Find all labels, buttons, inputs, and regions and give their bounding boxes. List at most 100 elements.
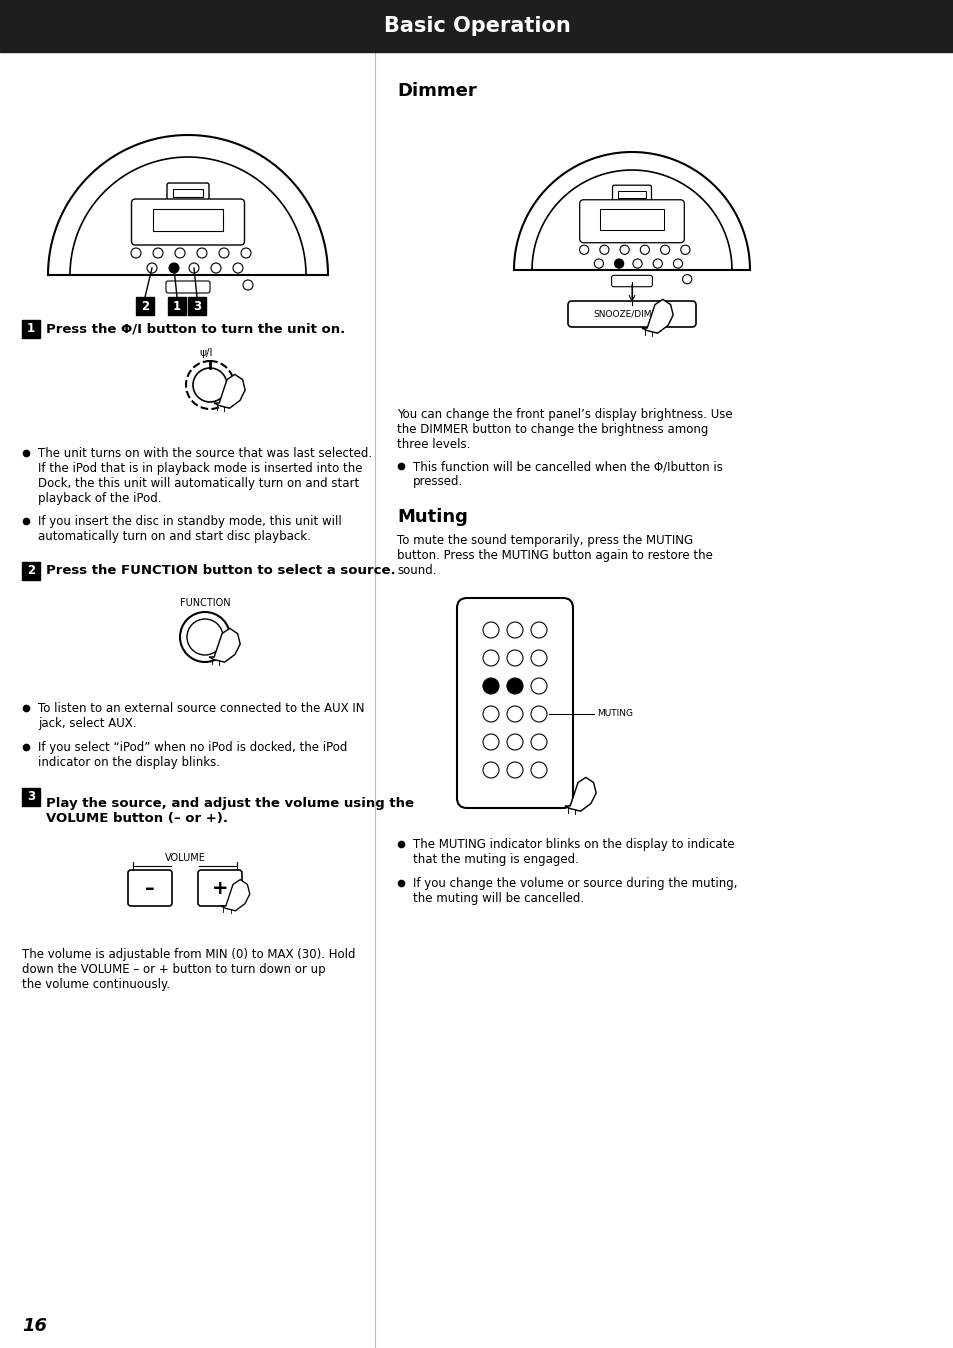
Text: VOLUME: VOLUME [164, 853, 205, 863]
Bar [22, 562, 40, 580]
Circle shape [180, 612, 230, 662]
FancyBboxPatch shape [611, 275, 652, 287]
Circle shape [506, 762, 522, 778]
Circle shape [233, 263, 243, 274]
Circle shape [531, 621, 546, 638]
Text: Basic Operation: Basic Operation [383, 16, 570, 36]
Polygon shape [221, 880, 250, 911]
Text: If you change the volume or source during the muting,
the muting will be cancell: If you change the volume or source durin… [413, 878, 737, 905]
Text: Dimmer: Dimmer [396, 82, 476, 100]
Text: The MUTING indicator blinks on the display to indicate
that the muting is engage: The MUTING indicator blinks on the displ… [413, 838, 734, 865]
Circle shape [211, 263, 221, 274]
Circle shape [506, 678, 522, 694]
Text: ψ/I: ψ/I [199, 348, 213, 359]
Text: FUNCTION: FUNCTION [179, 599, 230, 608]
Text: This function will be cancelled when the Φ/Ibutton is
pressed.: This function will be cancelled when the… [413, 460, 722, 488]
Text: 2: 2 [27, 565, 35, 577]
Circle shape [531, 678, 546, 694]
FancyBboxPatch shape [198, 869, 242, 906]
Circle shape [531, 762, 546, 778]
Bar [136, 297, 153, 315]
Text: To mute the sound temporarily, press the MUTING
button. Press the MUTING button : To mute the sound temporarily, press the… [396, 534, 712, 577]
Circle shape [482, 650, 498, 666]
Bar [22, 319, 40, 338]
Circle shape [482, 621, 498, 638]
Bar [172, 189, 203, 197]
Polygon shape [564, 778, 596, 811]
Circle shape [619, 245, 629, 255]
FancyBboxPatch shape [128, 869, 172, 906]
Circle shape [531, 706, 546, 723]
Bar [188, 297, 206, 315]
Circle shape [169, 263, 179, 274]
Text: If you insert the disc in standby mode, this unit will
automatically turn on and: If you insert the disc in standby mode, … [38, 515, 341, 543]
Circle shape [482, 762, 498, 778]
Text: MUTING: MUTING [597, 709, 633, 718]
Circle shape [659, 245, 669, 255]
FancyBboxPatch shape [612, 185, 651, 206]
FancyBboxPatch shape [132, 200, 244, 245]
Circle shape [152, 248, 163, 257]
Text: +: + [212, 879, 228, 898]
Circle shape [680, 245, 689, 255]
Text: The unit turns on with the source that was last selected.
If the iPod that is in: The unit turns on with the source that w… [38, 448, 372, 506]
Circle shape [653, 259, 661, 268]
Circle shape [241, 248, 251, 257]
Text: Muting: Muting [396, 508, 467, 526]
Circle shape [482, 678, 498, 694]
Text: SNOOZE/DIMMER: SNOOZE/DIMMER [593, 310, 670, 318]
Circle shape [531, 650, 546, 666]
Circle shape [482, 706, 498, 723]
Text: 1: 1 [27, 322, 35, 336]
Text: Press the Φ/I button to turn the unit on.: Press the Φ/I button to turn the unit on… [46, 322, 345, 336]
Polygon shape [641, 299, 673, 333]
Text: 3: 3 [27, 790, 35, 803]
Text: You can change the front panel’s display brightness. Use
the DIMMER button to ch: You can change the front panel’s display… [396, 408, 732, 452]
Bar [0, 0, 953, 53]
Text: Press the FUNCTION button to select a source.: Press the FUNCTION button to select a so… [46, 565, 395, 577]
Circle shape [531, 735, 546, 749]
Circle shape [131, 248, 141, 257]
Bar [618, 191, 645, 198]
Polygon shape [213, 375, 245, 408]
Bar [22, 789, 40, 806]
Bar [599, 209, 663, 229]
Circle shape [187, 619, 223, 655]
FancyBboxPatch shape [166, 280, 210, 293]
Circle shape [579, 245, 588, 255]
Text: 3: 3 [193, 299, 201, 313]
Circle shape [506, 706, 522, 723]
Text: 16: 16 [22, 1317, 47, 1335]
FancyBboxPatch shape [567, 301, 696, 328]
Circle shape [506, 621, 522, 638]
Text: –: – [145, 879, 154, 898]
Circle shape [639, 245, 649, 255]
Text: The volume is adjustable from MIN (0) to MAX (30). Hold
down the VOLUME – or + b: The volume is adjustable from MIN (0) to… [22, 948, 355, 991]
Bar [168, 297, 186, 315]
Bar [152, 209, 223, 231]
Text: Play the source, and adjust the volume using the
VOLUME button (– or +).: Play the source, and adjust the volume u… [46, 797, 414, 825]
Circle shape [506, 735, 522, 749]
Circle shape [599, 245, 608, 255]
Circle shape [482, 735, 498, 749]
Circle shape [614, 259, 623, 268]
Text: 2: 2 [141, 299, 149, 313]
Circle shape [189, 263, 199, 274]
Circle shape [632, 259, 641, 268]
Circle shape [147, 263, 157, 274]
Circle shape [594, 259, 603, 268]
Text: 1: 1 [172, 299, 181, 313]
Circle shape [193, 368, 227, 402]
Circle shape [174, 248, 185, 257]
Polygon shape [209, 628, 240, 662]
FancyBboxPatch shape [579, 200, 683, 243]
Circle shape [243, 280, 253, 290]
FancyBboxPatch shape [456, 599, 573, 807]
Circle shape [219, 248, 229, 257]
Circle shape [186, 361, 233, 408]
Circle shape [673, 259, 682, 268]
Circle shape [196, 248, 207, 257]
FancyBboxPatch shape [167, 183, 209, 205]
Circle shape [506, 650, 522, 666]
Circle shape [682, 275, 691, 284]
